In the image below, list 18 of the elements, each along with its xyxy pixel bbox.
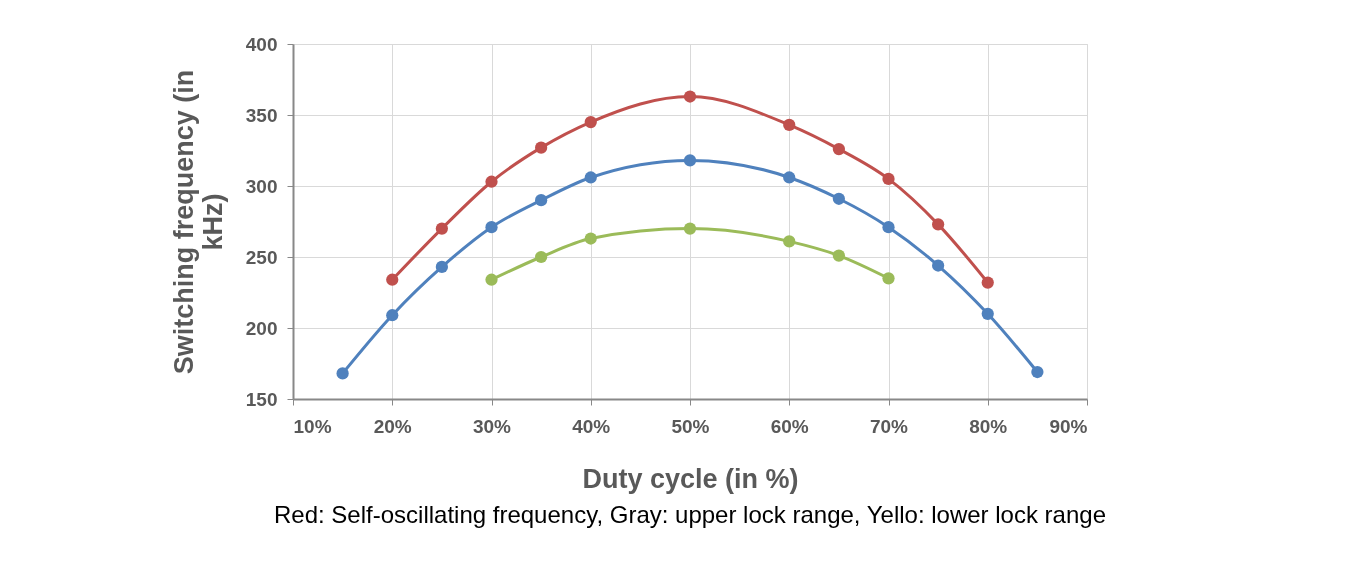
x-tick-label: 50% xyxy=(671,415,710,437)
y-tick-label: 150 xyxy=(245,388,278,410)
y-tick-label: 350 xyxy=(245,104,278,126)
x-axis-title: Duty cycle (in %) xyxy=(582,463,799,494)
y-axis-title: Switching frequency (in kHz) xyxy=(168,69,228,375)
y-tick-label: 400 xyxy=(245,33,278,55)
x-tick-label: 60% xyxy=(770,415,809,437)
x-tick-label: 40% xyxy=(572,415,611,437)
x-tick-label: 90% xyxy=(1049,415,1088,437)
x-tick-label: 70% xyxy=(869,415,909,437)
text: Red: Self-oscillating frequency, Gray: upper lock range, Yello: lower lock range xyxy=(274,501,1106,528)
x-tick-label: 80% xyxy=(969,415,1008,437)
x-tick-label: 10% xyxy=(293,415,332,437)
y-tick-label: 200 xyxy=(245,317,278,339)
y-tick-label: 300 xyxy=(245,175,278,197)
y-tick-label: 250 xyxy=(245,246,278,268)
x-tick-label: 30% xyxy=(472,415,512,437)
x-tick-label: 20% xyxy=(373,415,412,437)
